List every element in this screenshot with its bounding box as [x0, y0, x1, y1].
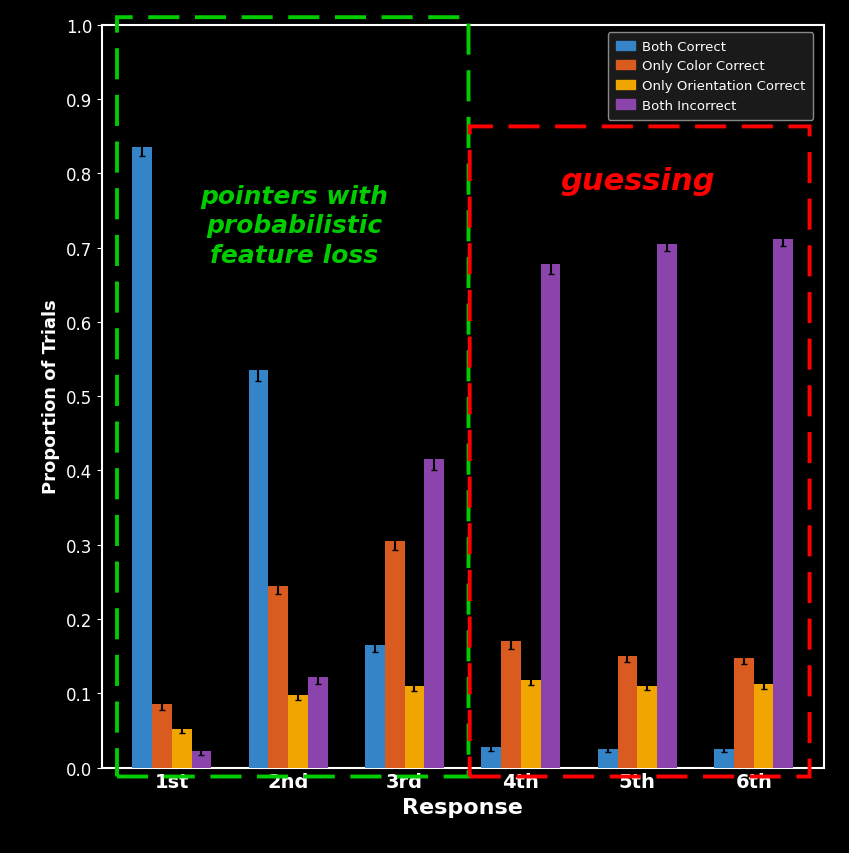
Bar — [501, 641, 521, 768]
Bar — [424, 460, 444, 768]
Bar — [288, 695, 308, 768]
Bar — [192, 751, 211, 768]
Bar — [657, 245, 677, 768]
Text: pointers with
probabilistic
feature loss: pointers with probabilistic feature loss — [200, 184, 388, 268]
Bar — [268, 586, 288, 768]
Legend: Both Correct, Only Color Correct, Only Orientation Correct, Both Incorrect: Both Correct, Only Color Correct, Only O… — [608, 33, 813, 120]
Bar — [617, 657, 638, 768]
Bar — [132, 148, 152, 768]
Bar — [171, 729, 192, 768]
Bar — [638, 686, 657, 768]
Text: guessing: guessing — [560, 167, 715, 196]
Bar — [152, 705, 171, 768]
Bar — [541, 264, 560, 768]
Bar — [773, 240, 793, 768]
Bar — [598, 749, 617, 768]
Bar — [249, 371, 268, 768]
Bar — [365, 645, 385, 768]
Y-axis label: Proportion of Trials: Proportion of Trials — [42, 299, 60, 494]
Bar — [754, 685, 773, 768]
Bar — [521, 680, 541, 768]
X-axis label: Response: Response — [402, 797, 523, 817]
Bar — [404, 686, 424, 768]
Bar — [385, 542, 404, 768]
Bar — [481, 747, 501, 768]
Bar — [308, 677, 328, 768]
Bar — [714, 749, 734, 768]
Bar — [734, 658, 754, 768]
